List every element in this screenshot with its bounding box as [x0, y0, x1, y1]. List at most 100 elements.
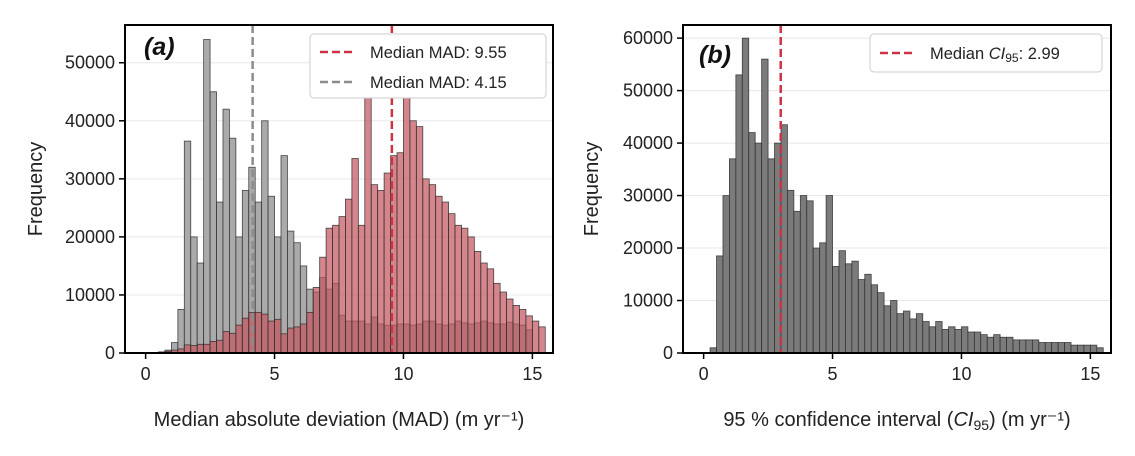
panel-b: 0 5 10 15 0 10000 20000 30000 40000 50000 60000 (…: [581, 24, 1112, 433]
histogram-bar: [319, 256, 327, 354]
histogram-bar: [209, 340, 217, 354]
histogram-bar: [525, 315, 533, 354]
histogram-bar: [473, 251, 482, 354]
histogram-bar: [1083, 344, 1091, 354]
panel-b-x-axis-label: 95 % confidence interval (CI95) (m yr⁻¹): [723, 409, 1070, 433]
histogram-bar: [915, 313, 924, 354]
panel-a: 0 5 10 15 0 10000 20000 30000 40000 50000 (a) Me…: [25, 24, 554, 431]
y-tick-label: 0: [663, 343, 673, 363]
y-tick-label: 30000: [65, 169, 115, 189]
panel-a-frame: [124, 24, 554, 354]
histogram-bar: [754, 142, 763, 354]
x-tick-label: 15: [522, 364, 542, 384]
histogram-bar: [183, 140, 192, 354]
histogram-bar: [980, 334, 988, 354]
histogram-bar: [422, 178, 430, 354]
histogram-bar: [903, 310, 911, 354]
histogram-bar: [729, 158, 737, 354]
histogram-bar: [1070, 344, 1078, 354]
histogram-bar: [1025, 339, 1033, 354]
histogram-bar: [345, 198, 353, 354]
panel-a-x-ticks: 0 5 10 15: [141, 353, 542, 384]
histogram-bar: [1064, 342, 1072, 354]
histogram-bar: [357, 224, 366, 354]
x-tick-label: 5: [270, 364, 280, 384]
histogram-bar: [948, 326, 956, 354]
histogram-bar: [1006, 336, 1014, 354]
histogram-bar: [519, 309, 527, 354]
histogram-bar: [890, 300, 898, 354]
histogram-bar: [961, 326, 969, 354]
histogram-bar: [338, 216, 346, 354]
histogram-bar: [1077, 344, 1085, 354]
histogram-bar: [735, 74, 743, 354]
histogram-bar: [229, 332, 237, 354]
panel-a-y-ticks: 0 10000 20000 30000 40000 50000: [65, 53, 125, 363]
x-tick-label: 0: [141, 364, 151, 384]
histogram-bar: [428, 184, 437, 354]
panel-b-x-ticks: 0 5 10 15: [699, 353, 1100, 384]
histogram-bar: [196, 262, 205, 354]
panel-b-label: (b): [699, 41, 731, 69]
histogram-bar: [793, 210, 801, 354]
histogram-bar: [967, 331, 975, 354]
panel-b-legend-box: [869, 33, 1103, 73]
panel-b-legend: Median CI95: 2.99: [869, 33, 1103, 73]
histogram-bar: [293, 326, 301, 354]
histogram-bar: [883, 305, 891, 354]
histogram-bar: [254, 311, 263, 354]
histogram-bar: [196, 343, 205, 354]
histogram-bar: [819, 242, 827, 354]
histogram-bar: [877, 292, 885, 354]
histogram-bar: [299, 323, 308, 354]
histogram-bar: [493, 282, 501, 354]
histogram-bar: [1051, 342, 1059, 354]
histogram-bar: [274, 318, 282, 354]
legend-label-gray: Median MAD: 4.15: [370, 74, 507, 92]
histogram-bar: [838, 250, 846, 354]
histogram-bar: [1089, 344, 1098, 354]
y-tick-label: 50000: [623, 81, 673, 101]
histogram-bar: [467, 236, 475, 354]
histogram-bar: [203, 343, 211, 354]
histogram-bar: [851, 260, 859, 354]
histogram-bar: [216, 201, 224, 354]
histogram-bar: [499, 291, 507, 354]
histogram-bar: [812, 247, 821, 354]
histogram-bar: [351, 158, 359, 354]
histogram-bar: [486, 268, 495, 354]
x-tick-label: 10: [393, 364, 413, 384]
y-tick-label: 60000: [623, 28, 673, 48]
histogram-bar: [767, 158, 775, 354]
histogram-bar: [261, 313, 269, 354]
histogram-bar: [761, 58, 769, 354]
histogram-bar: [209, 91, 217, 354]
panel-b-frame: [682, 24, 1112, 354]
panel-a-red-bars: [164, 79, 546, 354]
histogram-bar: [825, 195, 833, 354]
histogram-bar: [1012, 339, 1020, 354]
histogram-bar: [306, 311, 314, 354]
panel-a-label: (a): [144, 33, 175, 61]
histogram-bar: [435, 195, 443, 354]
histogram-bar: [241, 317, 250, 354]
histogram-bar: [190, 236, 198, 354]
histogram-bar: [229, 137, 237, 354]
x-tick-label: 10: [951, 364, 971, 384]
panel-a-y-axis-label: Frequency: [25, 142, 47, 237]
panel-a-x-axis-label: Median absolute deviation (MAD) (m yr⁻¹): [154, 409, 525, 431]
y-tick-label: 40000: [65, 111, 115, 131]
y-tick-label: 50000: [65, 53, 115, 73]
histogram-bar: [935, 321, 943, 354]
y-tick-label: 20000: [65, 227, 115, 247]
histogram-bar: [748, 132, 756, 354]
histogram-bar: [461, 227, 469, 354]
histogram-bar: [190, 345, 198, 354]
histogram-bar: [941, 328, 949, 354]
histogram-bar: [538, 326, 546, 354]
histogram-bar: [1019, 339, 1027, 354]
histogram-bar: [973, 331, 982, 354]
histogram-bar: [722, 195, 730, 354]
histogram-bar: [1057, 342, 1065, 354]
